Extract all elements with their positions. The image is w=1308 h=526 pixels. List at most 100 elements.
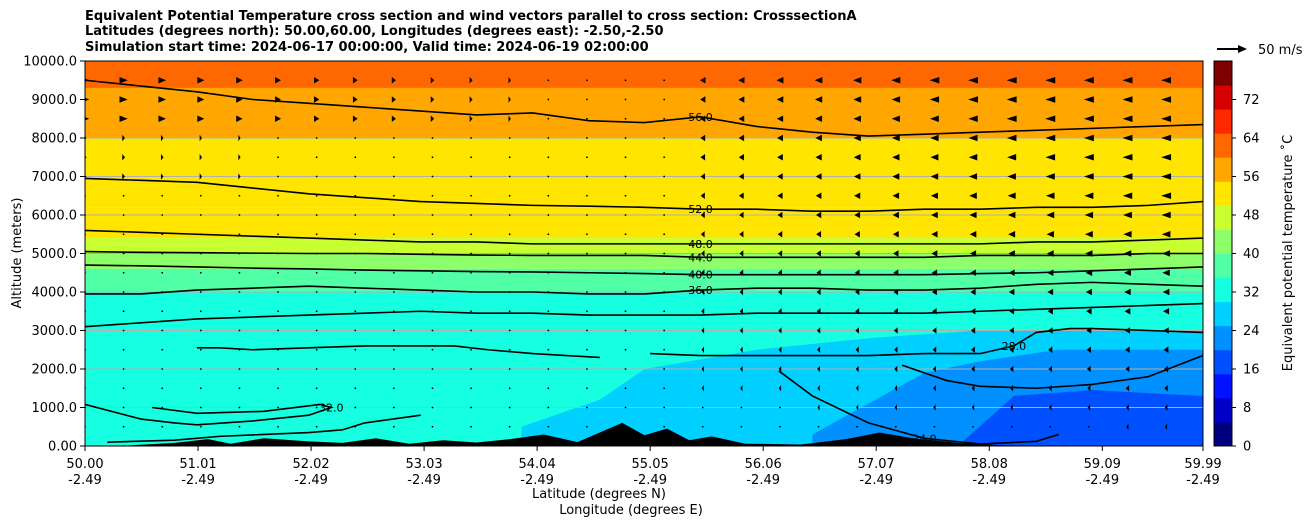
wind-vector: [1161, 211, 1171, 219]
theta-band: [85, 238, 1203, 254]
x-tick-label-lon: -2.49: [68, 473, 102, 488]
wind-vector: [971, 346, 975, 353]
wind-vector: [315, 137, 318, 139]
x-tick-label-lon: -2.49: [746, 473, 780, 488]
wind-vector: [1045, 173, 1055, 180]
wind-vector: [431, 310, 434, 313]
wind-vector: [1161, 231, 1171, 238]
wind-vector: [586, 252, 588, 255]
wind-vector: [122, 329, 125, 332]
wind-vector: [277, 387, 279, 390]
wind-vector: [158, 77, 167, 84]
wind-vector: [431, 214, 434, 216]
contour-label: 52.0: [688, 203, 713, 216]
wind-vector: [777, 173, 783, 180]
wind-vector: [122, 291, 125, 293]
wind-vector: [701, 288, 705, 296]
wind-vector: [969, 192, 977, 199]
terrain-layer: [85, 422, 1203, 446]
wind-vector: [931, 250, 938, 257]
wind-vector: [470, 137, 472, 139]
wind-vector: [930, 154, 939, 161]
wind-vector: [199, 173, 202, 180]
wind-vector: [199, 214, 202, 216]
wind-vector: [199, 233, 202, 236]
wind-vector: [199, 425, 202, 428]
wind-vector: [700, 250, 705, 257]
wind-vector: [778, 288, 782, 296]
wind-vector: [1007, 154, 1017, 161]
wind-vector: [854, 250, 860, 257]
wind-vector: [160, 134, 164, 142]
wind-vector: [855, 308, 860, 315]
wind-vector: [929, 96, 940, 103]
wind-vector: [547, 425, 550, 428]
wind-vector: [391, 115, 396, 122]
wind-vector: [855, 288, 860, 296]
wind-vector: [1083, 96, 1094, 103]
wind-vector: [508, 194, 511, 197]
wind-vector: [547, 406, 550, 409]
wind-vector: [624, 175, 627, 178]
y-tick-label: 4000.0: [32, 286, 78, 301]
wind-vector: [586, 291, 588, 293]
wind-vector: [508, 77, 511, 84]
wind-vector: [277, 271, 279, 274]
wind-vector: [508, 348, 511, 351]
y-tick-label: 7000.0: [32, 170, 78, 185]
x-tick-label-lon: -2.49: [1085, 473, 1119, 488]
wind-vector: [315, 233, 318, 236]
wind-vector: [197, 115, 205, 122]
wind-vector: [701, 269, 705, 276]
wind-vector: [508, 233, 511, 236]
wind-vector: [199, 387, 202, 390]
wind-vector: [700, 173, 705, 180]
wind-vector: [624, 214, 627, 216]
contour-line: [85, 302, 1203, 328]
wind-vector: [1007, 192, 1016, 199]
wind-vector: [277, 291, 279, 293]
y-tick-label: 5000.0: [32, 247, 78, 262]
wind-vector: [1122, 173, 1133, 180]
wind-vector: [891, 77, 901, 84]
wind-vector: [238, 134, 241, 142]
wind-vector: [508, 368, 511, 370]
wind-vector: [1048, 385, 1052, 392]
colorbar-segment: [1214, 325, 1232, 351]
contour-label: 48.0: [688, 238, 713, 251]
wind-vector: [547, 175, 550, 178]
colorbar-segment: [1214, 157, 1232, 182]
wind-vector: [663, 194, 666, 197]
wind-vector: [930, 192, 938, 199]
wind-vector: [1164, 404, 1168, 411]
contour-lines: 56.052.048.044.040.036.028.024.032.0: [85, 79, 1203, 445]
wind-vector: [508, 137, 511, 139]
wind-vector: [199, 291, 202, 293]
wind-vector: [853, 115, 861, 122]
wind-vector: [1163, 327, 1169, 334]
wind-vector: [893, 327, 898, 334]
wind-vector: [1006, 96, 1017, 103]
wind-vector: [1083, 134, 1094, 142]
wind-vector: [969, 250, 977, 257]
wind-vector: [392, 214, 395, 216]
wind-vector: [391, 96, 396, 103]
wind-vector: [776, 134, 783, 142]
wind-vector: [352, 96, 358, 103]
wind-vector: [855, 385, 859, 392]
wind-vector: [1163, 346, 1169, 353]
plot-area: 56.052.048.044.040.036.028.024.032.0: [84, 60, 1204, 447]
wind-vector: [817, 425, 820, 428]
wind-vector: [430, 115, 435, 122]
wind-vector: [1045, 154, 1056, 161]
wind-vector: [392, 310, 395, 313]
wind-vector: [547, 348, 550, 351]
wind-vector: [892, 154, 900, 161]
colorbar-tick-label: 48: [1243, 209, 1260, 224]
wind-vector: [1122, 115, 1133, 122]
wind-vector: [1047, 308, 1053, 315]
wind-vector: [893, 308, 898, 315]
wind-vector: [197, 77, 205, 84]
wind-vector: [1046, 211, 1055, 219]
wind-vector: [779, 406, 781, 409]
